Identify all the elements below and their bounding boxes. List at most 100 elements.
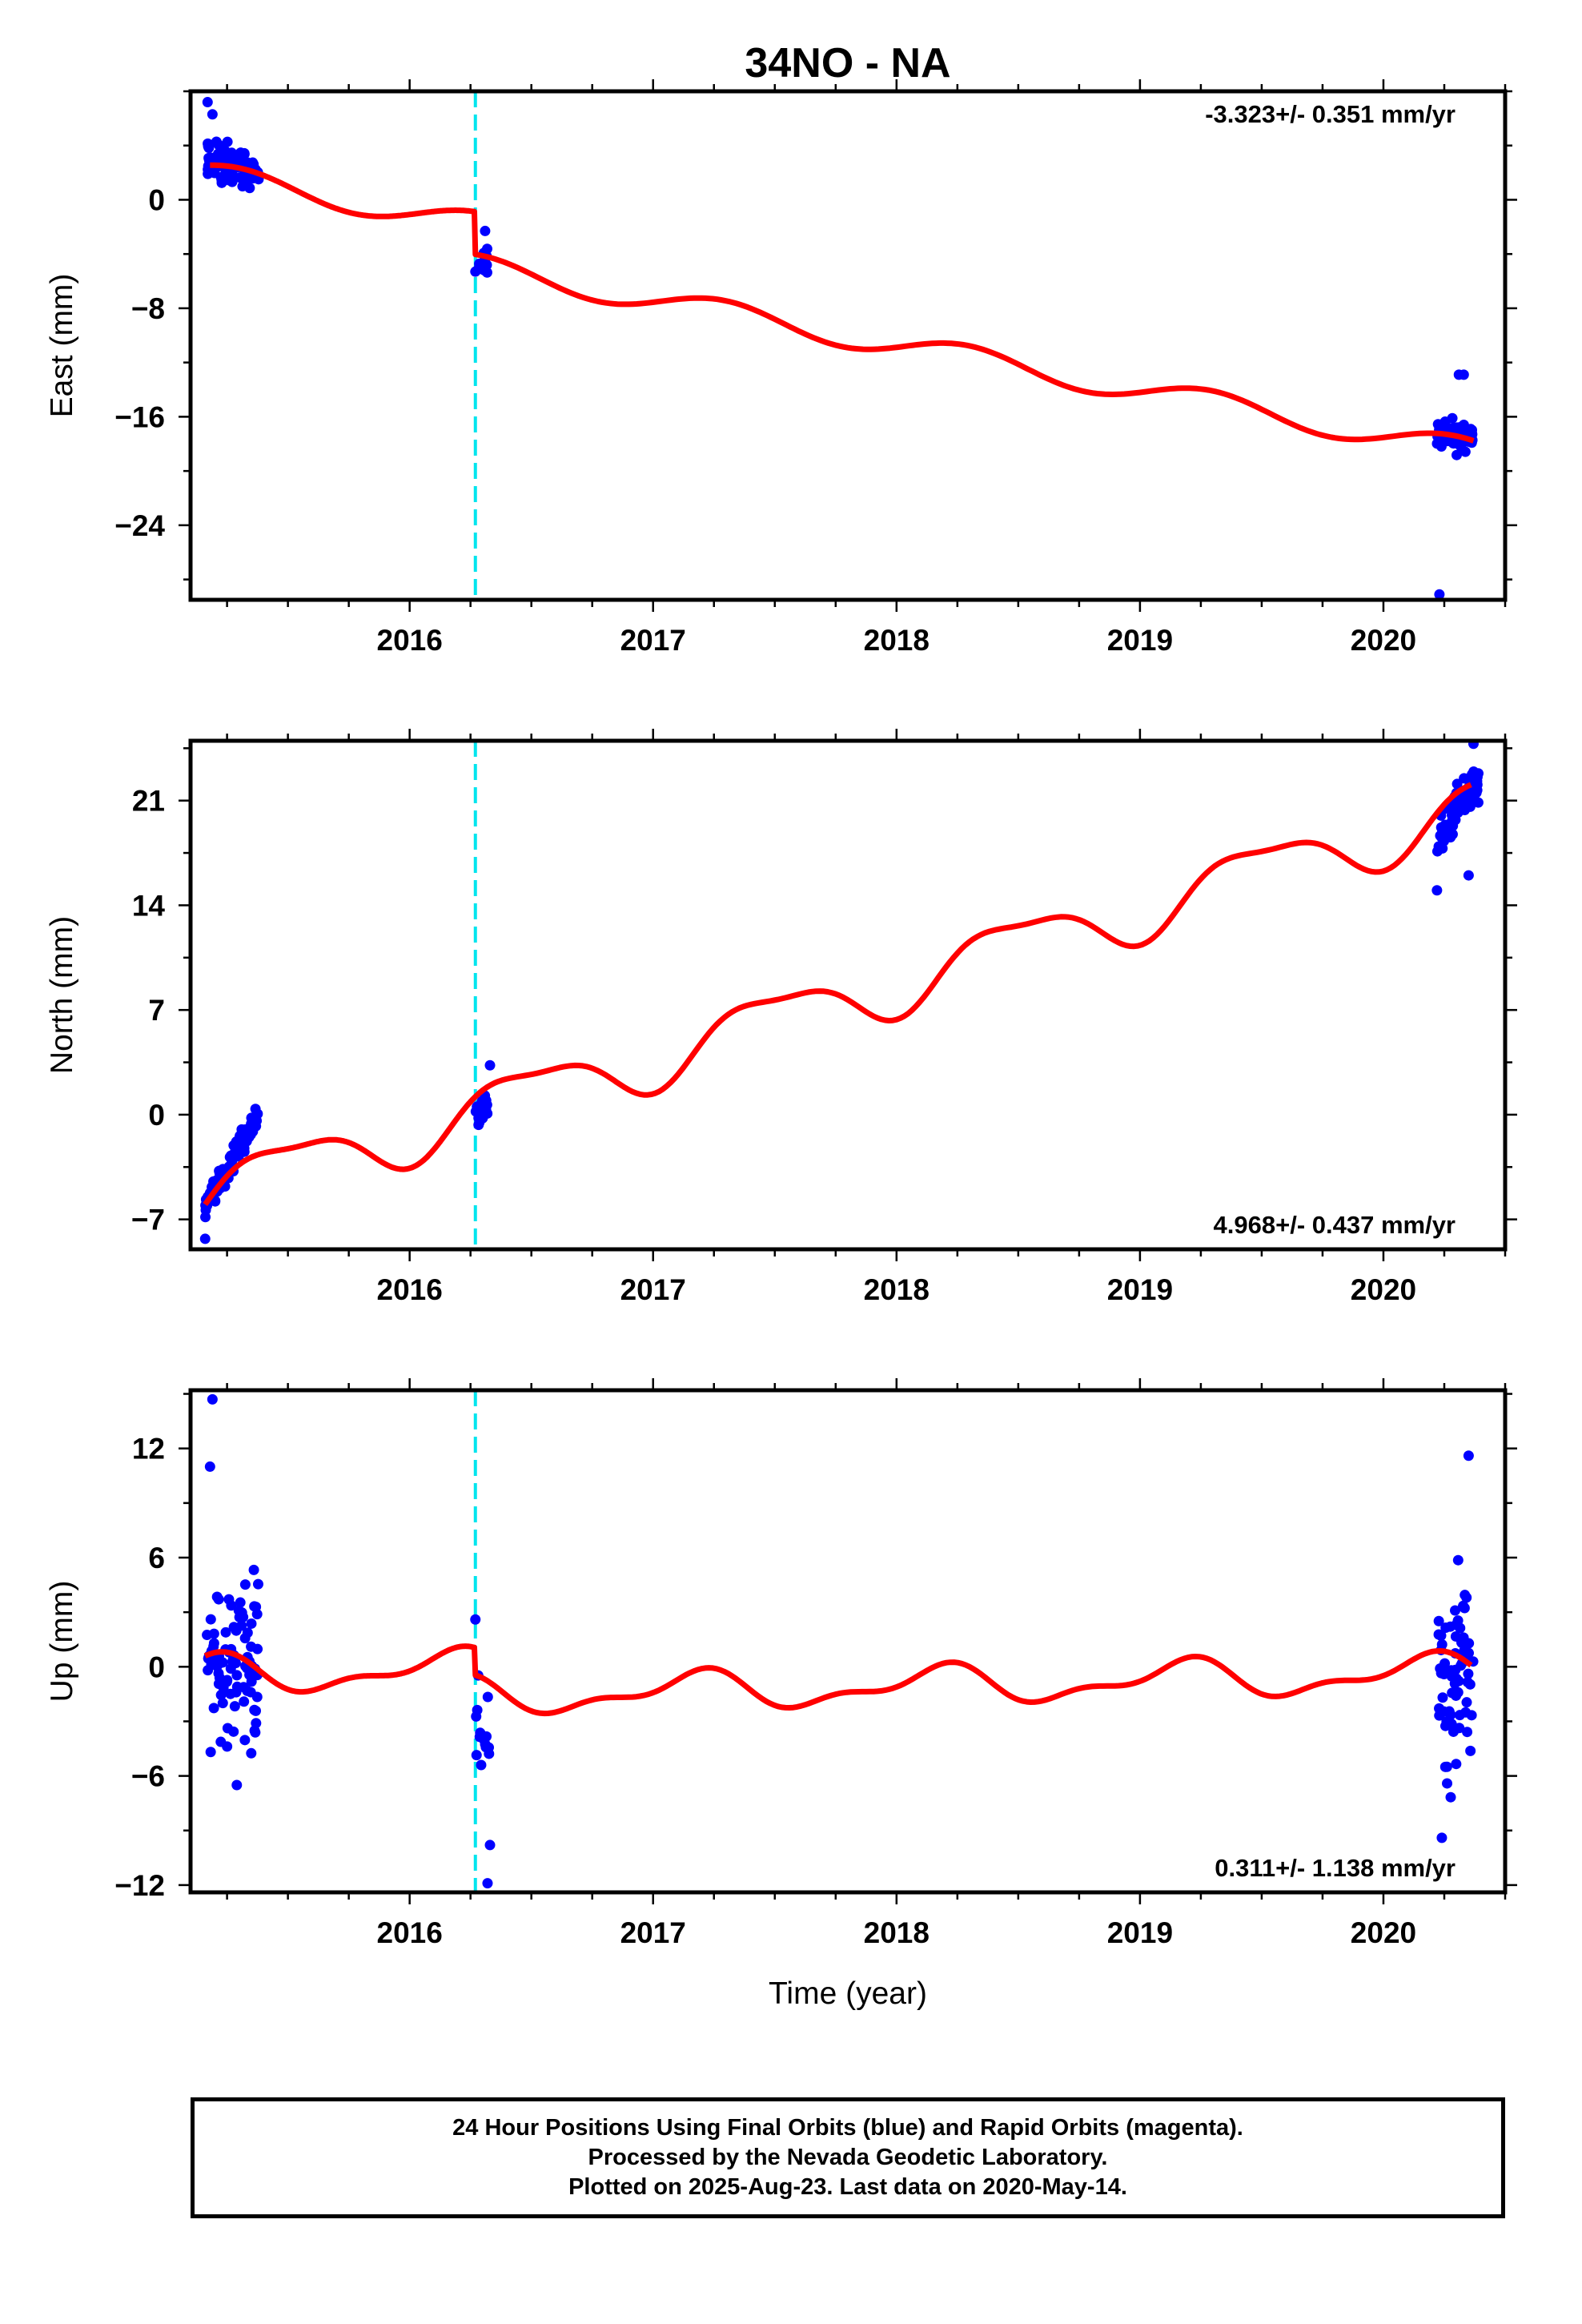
up-data-point — [1450, 1605, 1461, 1616]
east-data-point — [223, 175, 235, 186]
east-data-point — [211, 136, 222, 147]
up-data-point — [205, 1614, 216, 1625]
north-data-point — [225, 1150, 236, 1161]
up-data-point — [251, 1601, 262, 1612]
east-data-point — [207, 109, 218, 120]
north-x-tick-label: 2018 — [864, 1273, 930, 1306]
up-data-point — [475, 1727, 486, 1739]
east-data-point — [227, 151, 239, 163]
east-y-ticks: 0 −8 −16 −24 — [114, 90, 1517, 581]
east-data-point — [239, 156, 250, 167]
up-data-point — [239, 1579, 251, 1590]
north-data-point — [217, 1164, 228, 1175]
up-data-point — [222, 1723, 233, 1734]
east-data-point — [1460, 446, 1471, 457]
up-data-point — [205, 1747, 216, 1758]
north-data-point — [1452, 778, 1463, 790]
up-data-point — [471, 1750, 482, 1761]
up-data-point — [482, 1691, 493, 1703]
east-y-axis-label: East (mm) — [45, 274, 79, 418]
up-data-point — [470, 1614, 481, 1625]
up-data-point — [213, 1667, 224, 1679]
east-data-point — [1458, 369, 1469, 380]
up-x-tick-label: 2020 — [1351, 1916, 1416, 1949]
north-data-point — [1468, 741, 1479, 750]
up-data-point — [1461, 1697, 1472, 1708]
north-x-ticks: 2016 2017 2018 2019 2020 — [226, 729, 1507, 1306]
east-panel: 2016 2017 2018 2019 2020 0 −8 −16 −24 East (mm) -3… — [45, 79, 1517, 657]
up-data-point — [1441, 1715, 1452, 1727]
up-x-tick-label: 2018 — [864, 1916, 930, 1949]
up-data-point — [235, 1597, 246, 1608]
up-data-point — [1446, 1665, 1457, 1676]
north-data-point — [1460, 805, 1471, 816]
east-data-point — [203, 152, 215, 163]
up-data-point — [1443, 1706, 1455, 1717]
up-data-point — [208, 1628, 219, 1639]
east-data-point — [248, 159, 259, 170]
up-data-point — [204, 1461, 215, 1472]
up-data-point — [251, 1705, 262, 1716]
up-data-point — [215, 1736, 227, 1747]
up-data-point — [1463, 1450, 1474, 1462]
east-data-point — [234, 172, 245, 183]
up-x-ticks: 2016 2017 2018 2019 2020 — [226, 1378, 1507, 1949]
up-data-point — [1459, 1602, 1470, 1614]
up-y-tick-label: −6 — [131, 1760, 165, 1793]
up-data-point — [231, 1625, 242, 1636]
up-data-point — [1435, 1630, 1447, 1642]
up-data-point — [223, 1594, 235, 1605]
figure-title: 34NO - NA — [745, 40, 950, 86]
north-data-point — [1436, 826, 1447, 837]
north-rate-label: 4.968+/- 0.437 mm/yr — [1214, 1211, 1456, 1239]
up-data-point — [211, 1591, 223, 1602]
up-data-point — [472, 1704, 483, 1715]
up-y-ticks: 12 6 0 −6 −12 — [114, 1393, 1517, 1902]
east-data-point — [480, 225, 491, 236]
up-data-point — [484, 1839, 496, 1851]
up-x-tick-label: 2017 — [620, 1916, 686, 1949]
up-data-point — [238, 1611, 249, 1622]
up-data-point — [1447, 1687, 1458, 1699]
north-x-tick-label: 2020 — [1351, 1273, 1416, 1306]
up-plot-frame — [188, 1388, 1508, 1895]
up-data-point — [220, 1626, 231, 1638]
north-y-axis-label: North (mm) — [45, 916, 79, 1074]
up-data-point — [1454, 1710, 1465, 1721]
north-data-point — [1431, 885, 1443, 896]
north-plot-frame — [188, 738, 1508, 1252]
north-x-tick-label: 2016 — [377, 1273, 443, 1306]
up-y-tick-label: 6 — [148, 1542, 165, 1574]
up-data-point — [248, 1564, 259, 1575]
up-data-point — [239, 1696, 250, 1707]
up-y-tick-label: −12 — [114, 1869, 165, 1902]
east-y-tick-label: −24 — [114, 509, 165, 542]
up-data-point — [231, 1670, 243, 1681]
north-data-point — [199, 1233, 211, 1244]
up-data-point — [1445, 1791, 1456, 1803]
up-data-point — [1456, 1637, 1468, 1648]
x-axis-label: Time (year) — [769, 1976, 927, 2011]
caption-line-1: 24 Hour Positions Using Final Orbits (bl… — [452, 2115, 1243, 2141]
east-model-fit-line — [208, 162, 1475, 444]
east-x-ticks: 2016 2017 2018 2019 2020 — [226, 79, 1507, 657]
north-data-point — [1447, 829, 1458, 840]
north-data-point — [475, 1109, 486, 1120]
north-y-tick-label: −7 — [131, 1204, 165, 1236]
east-data-point — [1434, 589, 1445, 600]
north-data-point — [246, 1118, 257, 1129]
north-data-point — [1446, 819, 1457, 830]
east-x-tick-label: 2017 — [620, 624, 686, 657]
east-data-point — [1458, 420, 1469, 431]
up-data-point — [1434, 1710, 1445, 1721]
east-x-tick-label: 2018 — [864, 624, 930, 657]
up-data-point — [230, 1658, 241, 1669]
up-data-point — [217, 1698, 228, 1709]
north-y-tick-label: 0 — [148, 1099, 165, 1132]
up-data-point — [246, 1747, 257, 1759]
up-data-point — [229, 1701, 240, 1712]
north-y-ticks: 21 14 7 0 −7 — [131, 747, 1517, 1236]
up-data-point — [1452, 1554, 1464, 1566]
up-data-points — [202, 1393, 1479, 1889]
up-data-point — [215, 1690, 227, 1701]
